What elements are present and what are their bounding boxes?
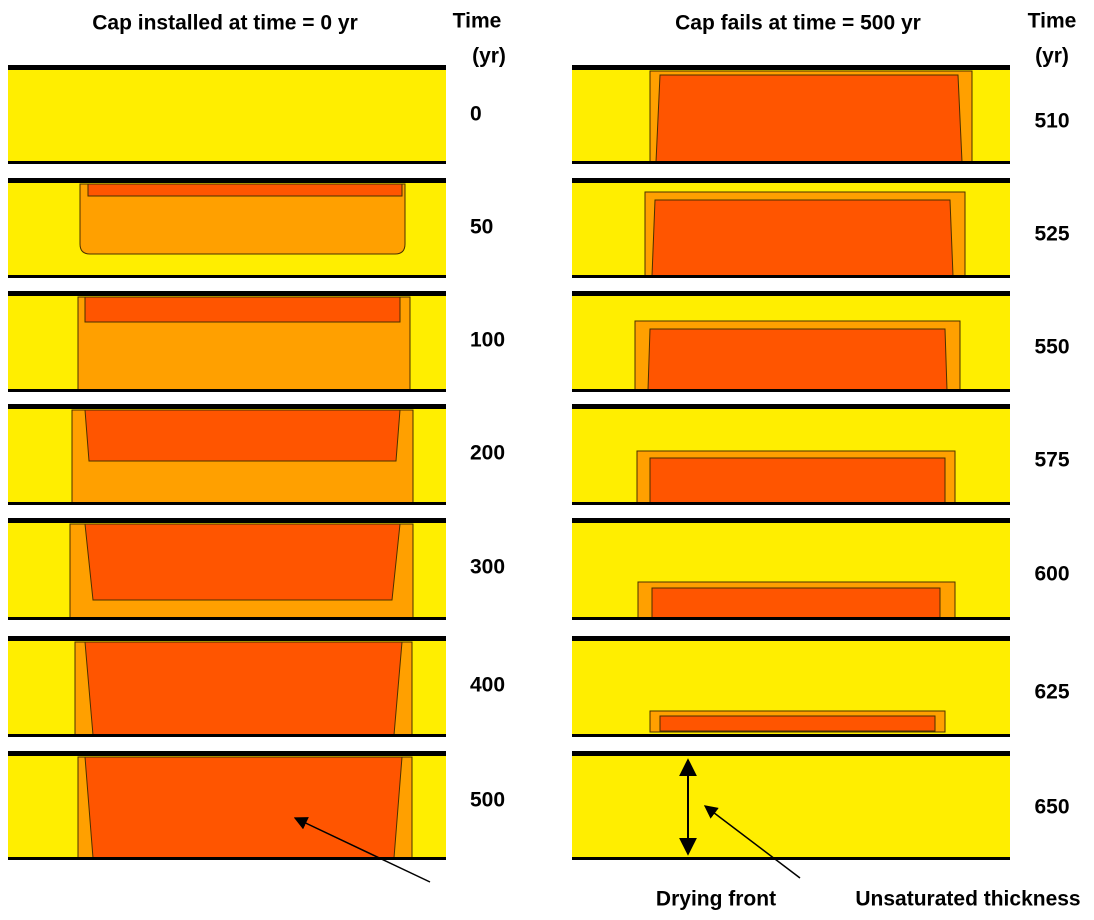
base-line — [572, 502, 1010, 505]
base-line — [572, 389, 1010, 392]
base-line — [572, 617, 1010, 620]
time-label: 500 — [470, 789, 505, 812]
base-line — [572, 734, 1010, 737]
saturation-zone — [85, 642, 402, 735]
saturation-zone — [656, 75, 962, 162]
saturation-zone — [652, 200, 953, 276]
cap-line — [8, 636, 446, 641]
time-label: 50 — [470, 216, 493, 239]
figure: Cap installed at time = 0 yr Time (yr) C… — [0, 0, 1094, 920]
cap-line — [8, 751, 446, 756]
base-line — [8, 389, 446, 392]
base-line — [8, 617, 446, 620]
saturation-zone — [652, 588, 940, 618]
time-label: 550 — [1034, 336, 1069, 359]
panels: 0 510 50 525 100 550 200 575 300 600 400 625 500 650 — [8, 65, 1070, 860]
time-label: 100 — [470, 329, 505, 352]
time-label: 625 — [1034, 681, 1069, 704]
saturation-zone — [648, 329, 947, 390]
annotation: Drying front — [656, 888, 776, 911]
cap-line — [8, 65, 446, 70]
saturation-zone — [85, 410, 400, 461]
time-label: 510 — [1034, 110, 1069, 133]
time-label: 650 — [1034, 796, 1069, 819]
time-header: Time — [1028, 10, 1077, 33]
cap-line — [572, 751, 1010, 756]
base-line — [572, 857, 1010, 860]
saturation-zone — [660, 716, 935, 731]
time-label: 575 — [1034, 449, 1069, 472]
base-line — [572, 161, 1010, 164]
time-label: 600 — [1034, 563, 1069, 586]
cap-line — [572, 65, 1010, 70]
time-label: 400 — [470, 674, 505, 697]
time-header: Time — [453, 10, 502, 33]
base-line — [8, 161, 446, 164]
time-label: 525 — [1034, 223, 1069, 246]
cap-line — [8, 178, 446, 183]
cap-line — [572, 291, 1010, 296]
cap-line — [572, 404, 1010, 409]
time-label: 0 — [470, 103, 482, 126]
panel-background — [8, 67, 446, 162]
right-title: Cap fails at time = 500 yr — [675, 12, 921, 35]
cap-line — [8, 404, 446, 409]
time-label: 200 — [470, 442, 505, 465]
cap-line — [572, 178, 1010, 183]
cap-line — [572, 636, 1010, 641]
saturation-zone — [85, 524, 400, 600]
annotation: Unsaturated thickness — [855, 888, 1080, 911]
cap-line — [572, 518, 1010, 523]
cap-line — [8, 291, 446, 296]
saturation-zone — [650, 458, 945, 503]
time-label: 300 — [470, 556, 505, 579]
time-unit: (yr) — [1035, 45, 1069, 68]
base-line — [8, 275, 446, 278]
saturation-zone — [85, 297, 400, 322]
saturation-zone — [85, 757, 402, 858]
cap-line — [8, 518, 446, 523]
left-title: Cap installed at time = 0 yr — [92, 12, 358, 35]
base-line — [572, 275, 1010, 278]
base-line — [8, 734, 446, 737]
base-line — [8, 502, 446, 505]
saturation-zone — [88, 184, 402, 196]
panel-background — [572, 753, 1010, 858]
time-unit: (yr) — [472, 45, 506, 68]
